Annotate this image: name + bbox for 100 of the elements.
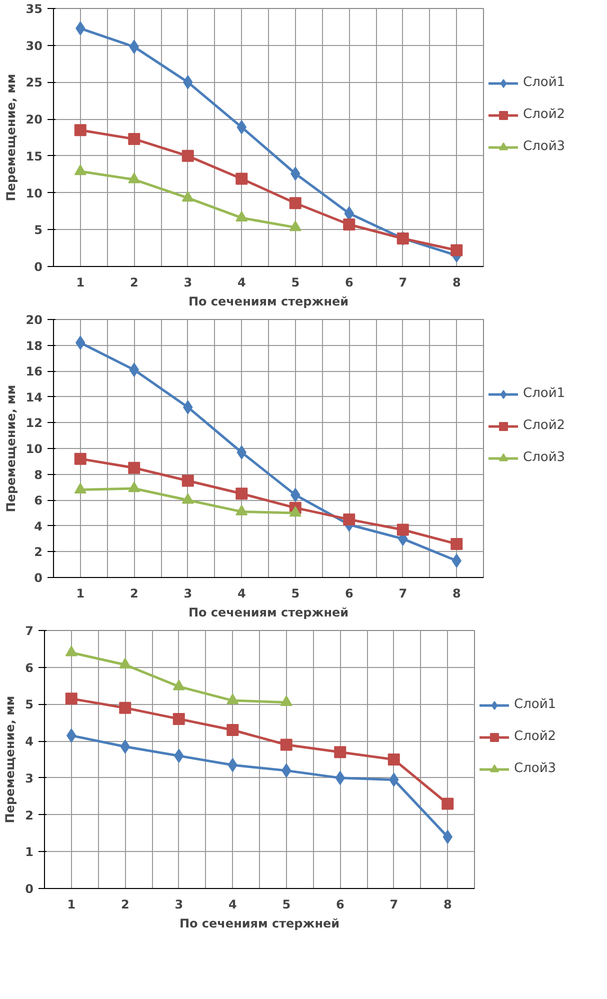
y-axis-title: Перемещение, мм — [3, 696, 18, 824]
y-tick-label: 7 — [25, 624, 34, 638]
y-tick-label: 8 — [34, 468, 43, 482]
point — [182, 150, 194, 162]
x-tick-label: 3 — [174, 898, 184, 912]
x-tick-label: 6 — [344, 276, 354, 290]
y-tick-label: 5 — [34, 223, 43, 238]
point — [334, 746, 346, 758]
point — [119, 702, 132, 714]
x-tick-label: 2 — [130, 276, 138, 290]
x-tick-label: 2 — [120, 898, 130, 912]
x-axis-title: По сечениям стержней — [179, 916, 340, 930]
y-tick-label: 15 — [26, 149, 43, 164]
y-tick-label: 2 — [25, 808, 34, 822]
legend-label: Слой3 — [523, 139, 566, 154]
y-tick-label: 16 — [26, 364, 43, 379]
y-tick-label: 35 — [26, 2, 43, 16]
point — [343, 513, 356, 526]
y-tick-label: 5 — [25, 698, 34, 712]
x-tick-label: 6 — [344, 586, 354, 600]
y-tick-label: 0 — [34, 260, 43, 274]
point — [65, 692, 78, 705]
x-axis-title: По сечениям стержней — [188, 606, 349, 620]
y-tick-label: 10 — [26, 186, 43, 200]
point — [289, 506, 302, 517]
point — [226, 724, 239, 736]
point — [289, 197, 302, 210]
y-tick-label: 25 — [26, 76, 43, 90]
point — [182, 191, 194, 202]
point — [450, 244, 463, 256]
y-tick-label: 1 — [25, 845, 34, 860]
point — [65, 646, 78, 656]
point — [442, 798, 454, 810]
point — [128, 482, 140, 492]
x-tick-label: 4 — [228, 898, 237, 912]
legend-label: Слой1 — [514, 697, 556, 712]
x-tick-label: 5 — [282, 898, 291, 912]
y-tick-label: 20 — [26, 313, 43, 327]
y-tick-label: 0 — [34, 571, 43, 585]
y-tick-label: 4 — [34, 519, 43, 534]
legend-label: Слой2 — [523, 107, 566, 122]
y-tick-label: 20 — [26, 112, 43, 127]
point — [128, 132, 140, 145]
point — [182, 493, 194, 504]
point — [236, 211, 248, 222]
legend-label: Слой2 — [523, 418, 566, 433]
point — [289, 220, 302, 232]
point — [280, 696, 292, 706]
x-tick-label: 2 — [130, 586, 138, 600]
point — [182, 474, 194, 487]
x-tick-label: 7 — [398, 276, 408, 290]
x-tick-label: 3 — [184, 276, 192, 290]
x-tick-label: 6 — [336, 898, 344, 912]
point — [128, 462, 140, 474]
point — [236, 172, 248, 185]
y-tick-label: 12 — [26, 416, 43, 430]
point — [280, 738, 292, 751]
y-tick-label: 18 — [26, 338, 43, 353]
x-tick-label: 8 — [452, 586, 461, 600]
legend-label: Слой3 — [514, 761, 556, 776]
y-tick-label: 0 — [25, 882, 34, 896]
y-axis-title: Перемещение, мм — [4, 74, 18, 202]
legend-label: Слой1 — [523, 75, 566, 90]
legend-label: Слой2 — [514, 729, 556, 744]
point — [172, 712, 185, 725]
point — [236, 504, 248, 516]
x-tick-label: 7 — [398, 586, 408, 600]
point — [236, 488, 248, 500]
y-tick-label: 10 — [26, 442, 43, 456]
point — [74, 124, 86, 136]
x-axis-title: По сечениям стержней — [188, 294, 349, 308]
y-tick-label: 30 — [26, 38, 43, 53]
y-tick-label: 14 — [26, 390, 43, 404]
y-tick-label: 6 — [25, 660, 34, 675]
point — [119, 658, 132, 668]
point — [450, 538, 463, 550]
point — [343, 218, 356, 230]
point — [226, 694, 239, 704]
point — [74, 452, 86, 465]
x-tick-label: 4 — [237, 276, 246, 290]
y-axis-title: Перемещение, мм — [4, 384, 18, 512]
x-tick-label: 5 — [291, 586, 300, 600]
x-tick-label: 8 — [443, 898, 452, 912]
legend-label: Слой3 — [523, 450, 566, 465]
y-tick-label: 2 — [34, 545, 43, 560]
x-tick-label: 1 — [76, 586, 85, 600]
x-tick-label: 1 — [76, 276, 85, 290]
y-tick-label: 4 — [25, 734, 34, 749]
x-tick-label: 4 — [237, 586, 246, 600]
legend-label: Слой1 — [523, 386, 566, 401]
y-tick-label: 3 — [25, 771, 34, 786]
point — [388, 754, 400, 766]
point — [396, 524, 409, 536]
x-tick-label: 8 — [452, 276, 461, 290]
point — [74, 164, 86, 176]
point — [172, 680, 185, 690]
point — [128, 172, 140, 184]
point — [74, 482, 86, 494]
x-tick-label: 1 — [67, 898, 76, 912]
y-tick-label: 6 — [34, 494, 43, 508]
